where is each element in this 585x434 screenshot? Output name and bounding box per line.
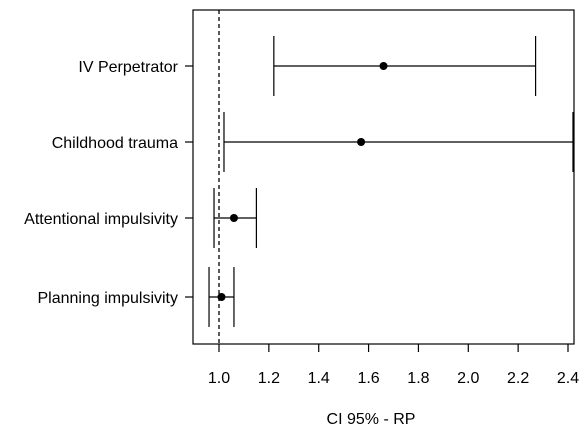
- x-tick-label: 1.6: [357, 370, 379, 387]
- x-axis: 1.0 1.2 1.4 1.6 1.8 2.0 2.2 2.4: [208, 344, 579, 387]
- x-tick-label: 2.2: [507, 370, 529, 387]
- category-label: Planning impulsivity: [37, 290, 178, 307]
- x-axis-title: CI 95% - RP: [327, 411, 416, 428]
- x-tick-label: 1.2: [258, 370, 280, 387]
- x-tick-label: 1.0: [208, 370, 230, 387]
- point-estimate: [357, 138, 366, 146]
- category-label: IV Perpetrator: [78, 59, 178, 76]
- category-label: Childhood trauma: [52, 135, 178, 152]
- point-estimate: [229, 214, 238, 222]
- x-tick-label: 2.4: [557, 370, 579, 387]
- point-estimate: [217, 293, 226, 301]
- point-estimate: [379, 62, 388, 70]
- x-tick-label: 2.0: [457, 370, 479, 387]
- x-tick-label: 1.4: [308, 370, 330, 387]
- x-tick-label: 1.8: [407, 370, 429, 387]
- y-ticks: IV Perpetrator Childhood trauma Attentiona…: [24, 59, 193, 307]
- confidence-intervals: [208, 36, 574, 327]
- plot-frame: [192, 9, 575, 345]
- category-label: Attentional impulsivity: [24, 211, 178, 228]
